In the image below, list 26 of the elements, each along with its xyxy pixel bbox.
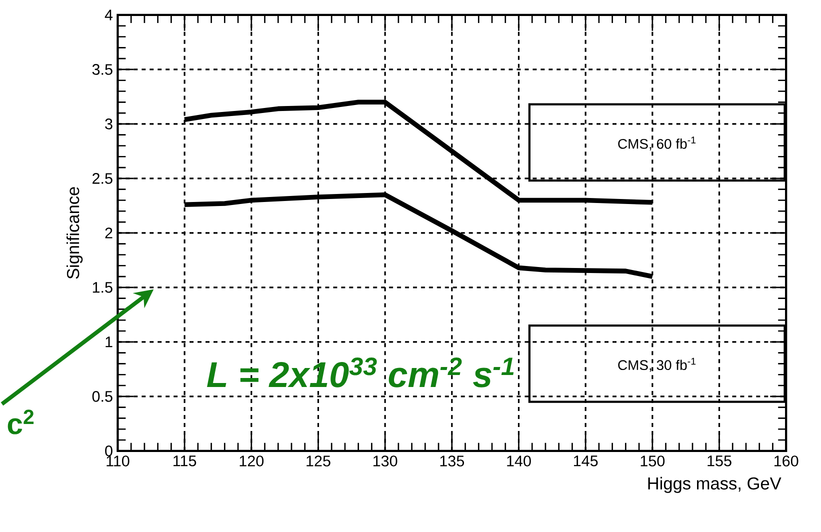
- x-tick-label: 130: [373, 456, 398, 467]
- text: c$^{2}$: [8, 410, 34, 434]
- y-tick-label: 2: [105, 228, 112, 238]
- y-tick-label: 3.5: [92, 64, 112, 76]
- y-tick-label: 0.5: [92, 391, 112, 402]
- x-tick-label: 145: [574, 456, 598, 466]
- x-tick-label: 115: [174, 456, 196, 466]
- x-tick-label: 140: [507, 456, 531, 467]
- x-tick-label: 150: [640, 456, 665, 467]
- x-tick-label: 120: [240, 456, 264, 467]
- y-tick-label: 0: [105, 446, 112, 456]
- y-tick-label: 4: [104, 10, 113, 20]
- annotation: CMS, 60 fb$^{-1}$: [618, 136, 696, 151]
- y-axis-title: Significance: [66, 187, 83, 279]
- x-tick-label: 110: [106, 456, 130, 467]
- x-tick-label: 160: [774, 456, 798, 467]
- y-tick-label: 3: [105, 118, 112, 130]
- x-tick-label: 135: [440, 456, 464, 467]
- y-tick-label: 1: [106, 336, 112, 348]
- annotation: L = 2x10$^{33}$ cm$^{-2}$ s$^{-1}$: [207, 358, 514, 388]
- x-tick-label: 125: [306, 456, 330, 467]
- y-tick-label: 1.5: [92, 282, 112, 293]
- annotation: CMS, 30 fb$^{-1}$: [618, 358, 696, 372]
- x-tick-label: 155: [708, 456, 732, 466]
- y-tick-label: 2.5: [92, 173, 112, 184]
- x-axis-title: Higgs mass, GeV: [648, 477, 782, 494]
